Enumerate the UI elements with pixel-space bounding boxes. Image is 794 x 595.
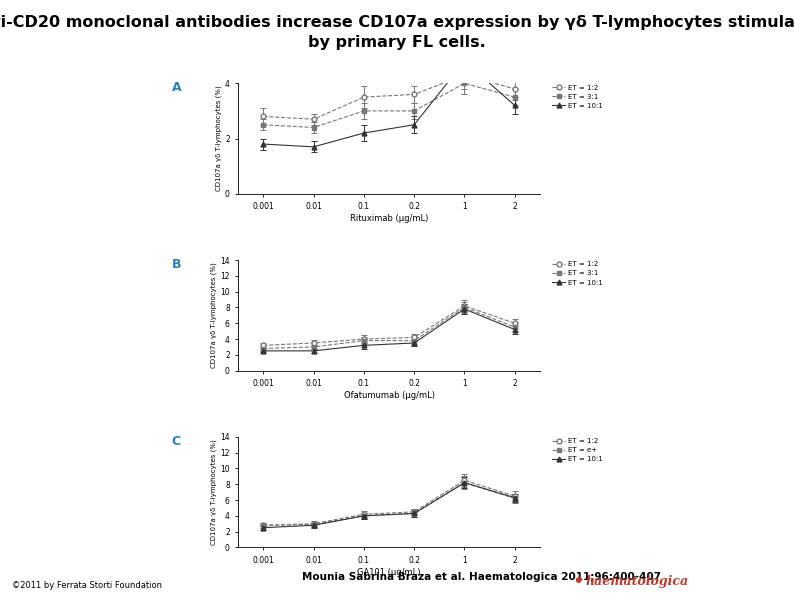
X-axis label: Rituximab (μg/mL): Rituximab (μg/mL) — [350, 214, 428, 223]
Legend: ET = 1:2, ET = 3:1, ET = 10:1: ET = 1:2, ET = 3:1, ET = 10:1 — [553, 84, 603, 109]
Text: Mounia Sabrina Braza et al. Haematologica 2011;96:400-407: Mounia Sabrina Braza et al. Haematologic… — [302, 572, 661, 582]
Text: ©2011 by Ferrata Storti Foundation: ©2011 by Ferrata Storti Foundation — [12, 581, 162, 590]
Y-axis label: CD107a γδ T-lymphocytes (%): CD107a γδ T-lymphocytes (%) — [211, 439, 218, 545]
Legend: ET = 1:2, ET = e+, ET = 10:1: ET = 1:2, ET = e+, ET = 10:1 — [553, 438, 603, 462]
X-axis label: Ofatumumab (μg/mL): Ofatumumab (μg/mL) — [344, 391, 434, 400]
X-axis label: GA101 (μg/mL): GA101 (μg/mL) — [357, 568, 421, 577]
Y-axis label: CD107a γδ T-lymphocytes (%): CD107a γδ T-lymphocytes (%) — [216, 86, 222, 192]
Text: haematologica: haematologica — [586, 575, 689, 588]
Text: •: • — [572, 572, 584, 591]
Text: Anti-CD20 monoclonal antibodies increase CD107a expression by γδ T-lymphocytes s: Anti-CD20 monoclonal antibodies increase… — [0, 15, 794, 49]
Text: A: A — [172, 81, 182, 94]
Legend: ET = 1:2, ET = 3:1, ET = 10:1: ET = 1:2, ET = 3:1, ET = 10:1 — [553, 261, 603, 286]
Text: B: B — [172, 258, 181, 271]
Y-axis label: CD107a γδ T-lymphocytes (%): CD107a γδ T-lymphocytes (%) — [211, 262, 218, 368]
Text: C: C — [172, 435, 181, 447]
